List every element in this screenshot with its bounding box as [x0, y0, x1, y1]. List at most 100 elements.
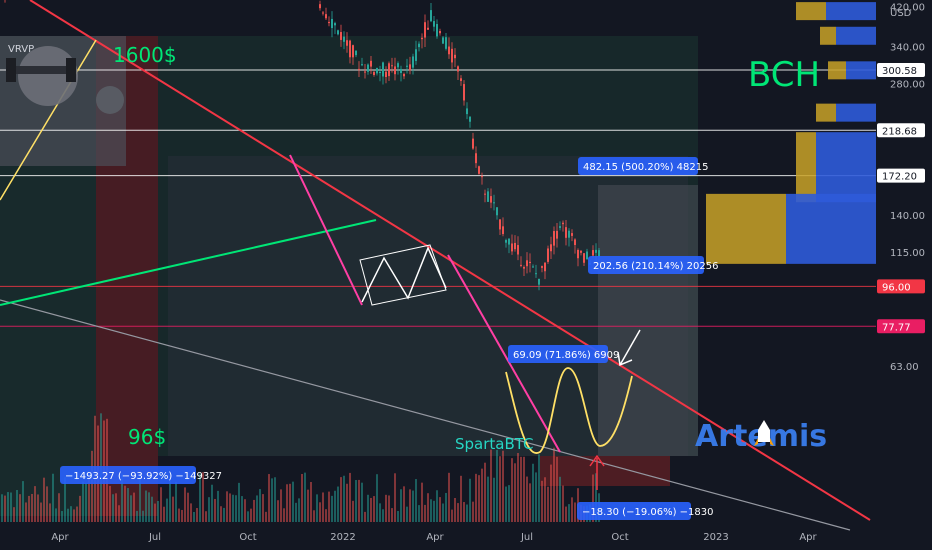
volume-bar — [337, 486, 339, 522]
volume-bar — [592, 474, 594, 522]
volume-bar — [247, 511, 249, 522]
y-tick-label: 420.00 — [890, 3, 925, 14]
candle-body — [409, 64, 411, 71]
candle-body — [445, 37, 447, 49]
volume-bar — [469, 478, 471, 522]
trend-lines — [0, 0, 871, 531]
candle-body — [331, 18, 333, 29]
candle-body — [364, 71, 366, 73]
volume-bar — [7, 492, 9, 522]
volume-profile-up — [828, 61, 846, 80]
volume-bar — [505, 486, 507, 522]
candle-body — [406, 65, 408, 67]
price-level-tag-label: 172.20 — [882, 172, 917, 183]
candle-body — [427, 27, 429, 30]
volume-bar — [40, 502, 42, 522]
volume-bar — [289, 483, 291, 522]
price-level-tag — [877, 123, 925, 138]
candle-body — [391, 65, 393, 67]
volume-bar — [70, 506, 72, 522]
volume-bar — [334, 490, 336, 522]
volume-bar — [442, 503, 444, 522]
volume-bar — [478, 475, 480, 522]
candle-body — [361, 64, 363, 66]
volume-bar — [448, 472, 450, 522]
volume-bar — [430, 499, 432, 522]
volume-bar — [13, 507, 15, 522]
y-tick-label: 140.00 — [890, 211, 925, 222]
volume-bar — [1, 494, 3, 522]
volume-bar — [61, 511, 63, 522]
volume-bar — [277, 500, 279, 522]
candle-body — [472, 138, 474, 149]
candle-body — [400, 68, 402, 74]
volume-bar — [466, 504, 468, 522]
volume-bar — [214, 498, 216, 522]
candle-body — [529, 261, 531, 264]
volume-bar — [418, 505, 420, 522]
volume-bar — [493, 477, 495, 522]
volume-profile-down — [836, 103, 876, 122]
volume-bar — [529, 483, 531, 522]
volume-bar — [217, 490, 219, 522]
candle-body — [565, 227, 567, 238]
volume-bar — [223, 507, 225, 522]
volume-bar — [340, 477, 342, 522]
volume-bar — [220, 506, 222, 522]
x-tick-label: Apr — [426, 532, 444, 543]
projected-path — [505, 367, 633, 454]
volume-bar — [292, 481, 294, 522]
volume-bar — [421, 482, 423, 522]
volume-bar — [67, 508, 69, 522]
x-tick-label: 2023 — [703, 532, 728, 543]
candle-body — [436, 24, 438, 37]
volume-bar — [112, 494, 114, 522]
symbol-title: BCH — [748, 55, 820, 95]
volume-bar — [523, 456, 525, 522]
volume-bar — [460, 475, 462, 522]
volume-bar — [283, 508, 285, 522]
volume-bar — [115, 493, 117, 522]
indicator-vrvp: VRVP — [8, 44, 34, 55]
volume-bar — [301, 474, 303, 522]
volume-bar — [382, 509, 384, 522]
volume-bar — [571, 497, 573, 522]
candle-body — [538, 278, 540, 285]
candle-body — [379, 71, 381, 73]
volume-bar — [310, 481, 312, 522]
volume-bar — [82, 481, 84, 522]
annotation-96: 96$ — [128, 425, 166, 449]
volume-bar — [322, 492, 324, 522]
candle-body — [586, 251, 588, 260]
candle-body — [478, 166, 480, 174]
pink-decline-line-1 — [289, 154, 363, 306]
candle-body — [358, 68, 360, 70]
volume-bar — [388, 495, 390, 522]
volume-bar — [499, 456, 501, 522]
price-axis-bg — [876, 0, 932, 550]
volume-bar — [79, 495, 81, 522]
volume-bar — [133, 492, 135, 522]
volume-bar — [415, 479, 417, 522]
volume-bar — [349, 472, 351, 522]
volume-bar — [406, 506, 408, 522]
volume-bar — [208, 497, 210, 522]
volume-bar — [193, 511, 195, 522]
candle-body — [571, 233, 573, 236]
red-zone-bottom — [540, 456, 670, 486]
volume-bar — [487, 476, 489, 522]
volume-bar — [229, 493, 231, 522]
volume-bar — [304, 472, 306, 522]
volume-bar — [556, 456, 558, 522]
volume-bar — [28, 495, 30, 522]
candle-body — [505, 240, 507, 243]
candle-body — [568, 230, 570, 238]
volume-bar — [205, 511, 207, 522]
volume-bar — [313, 510, 315, 522]
price-level-tag-label: 96.00 — [882, 282, 911, 293]
volume-profile — [706, 2, 876, 264]
volume-bar — [436, 490, 438, 522]
volume-bar — [409, 489, 411, 522]
candle-body — [328, 21, 330, 24]
volume-bar — [163, 506, 165, 522]
